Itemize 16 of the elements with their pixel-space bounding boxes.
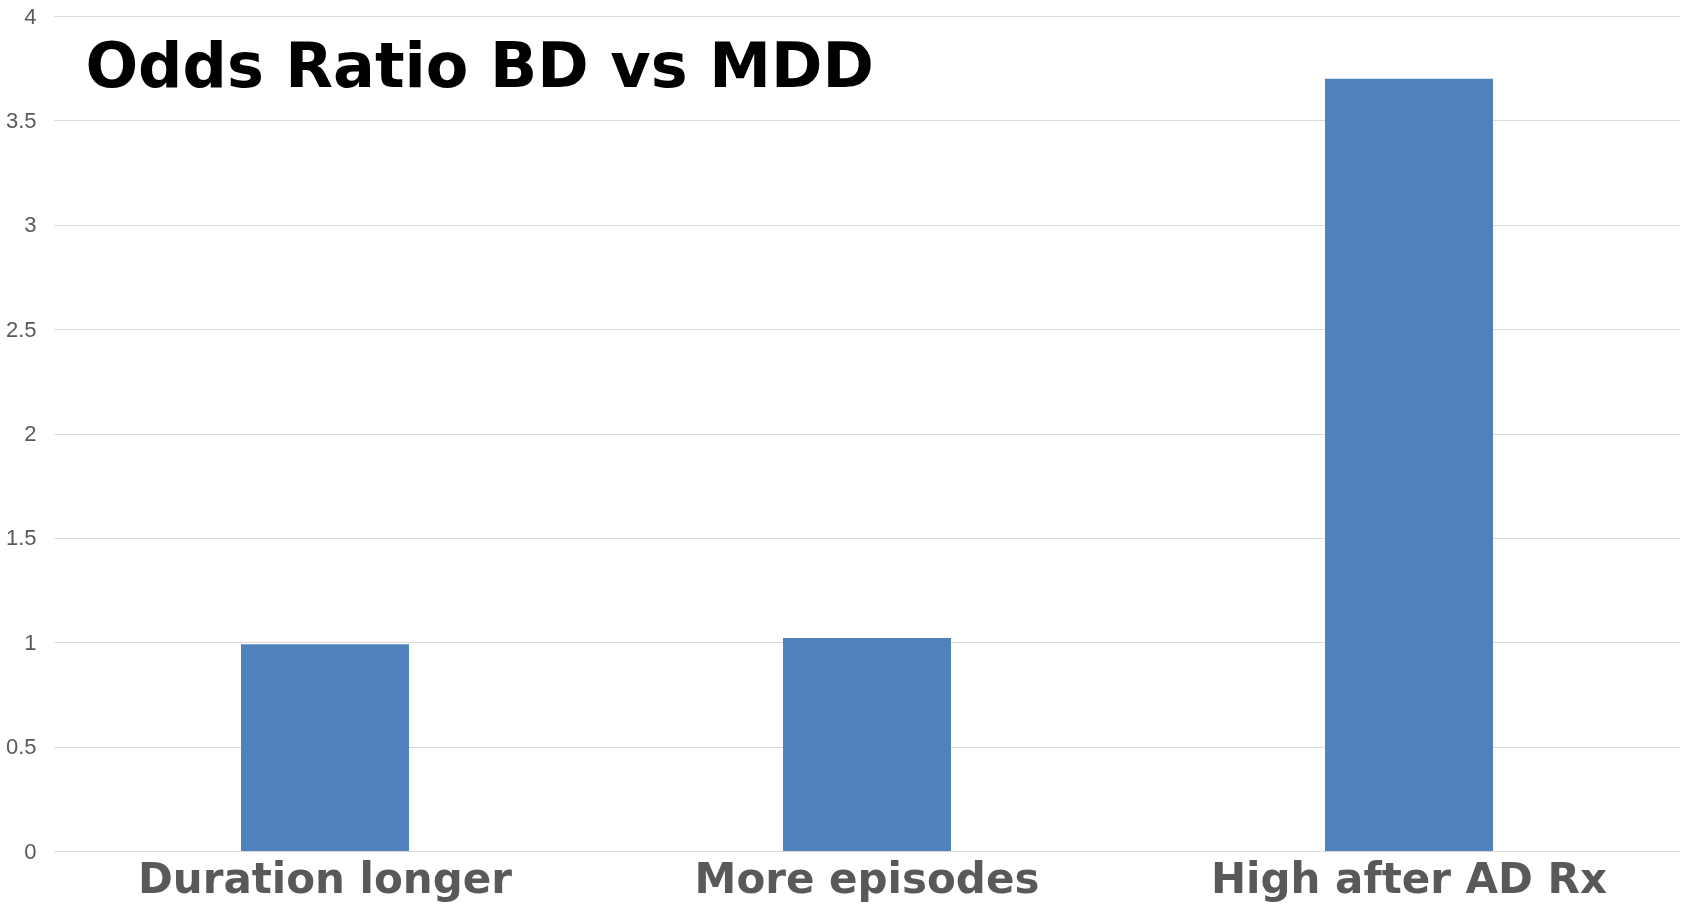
y-tick-label: 1.5 bbox=[5, 525, 37, 551]
bar bbox=[240, 644, 410, 851]
bar bbox=[782, 638, 952, 851]
y-tick-label: 0 bbox=[24, 838, 37, 864]
x-tick-label: More episodes bbox=[694, 853, 1040, 903]
chart-title: Odds Ratio BD vs MDD bbox=[85, 29, 874, 102]
bar bbox=[1324, 78, 1494, 851]
y-tick-label: 2.5 bbox=[5, 316, 37, 342]
y-tick-label: 4 bbox=[24, 3, 37, 29]
x-tick-label: High after AD Rx bbox=[1210, 853, 1608, 903]
y-tick-label: 3 bbox=[24, 212, 37, 238]
y-tick-label: 3.5 bbox=[5, 107, 37, 133]
y-tick-label: 2 bbox=[24, 421, 37, 446]
y-tick-label: 1 bbox=[24, 629, 37, 655]
y-tick-label: 0.5 bbox=[5, 734, 37, 760]
x-tick-label: Duration longer bbox=[137, 853, 513, 903]
